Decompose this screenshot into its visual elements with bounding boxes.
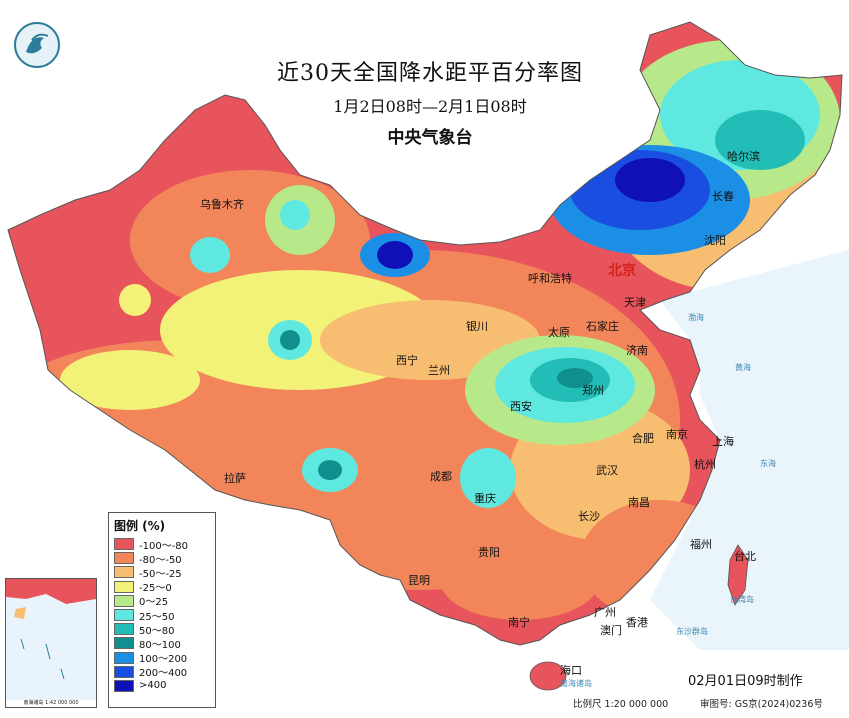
sea-label: 黄海	[735, 363, 751, 372]
legend-swatch	[114, 679, 134, 692]
sea-label: 渤海	[688, 313, 704, 322]
title-block: 近30天全国降水距平百分率图 1月2日08时—2月1日08时 中央气象台	[230, 55, 630, 148]
city-label: 上海	[712, 435, 734, 448]
inset-caption: 南海诸岛 1:42 000 000	[6, 700, 96, 707]
sea-label: 台湾岛	[730, 595, 754, 604]
sea-label: 南海诸岛	[560, 679, 592, 688]
production-date: 02月01日09时制作	[688, 674, 803, 689]
map-organization: 中央气象台	[387, 128, 473, 148]
city-label: 长沙	[578, 510, 600, 523]
legend-item: 200～400	[114, 665, 210, 679]
south-china-sea-inset: 南海诸岛 1:42 000 000	[5, 578, 97, 708]
city-label: 广州	[594, 606, 616, 619]
city-label: 合肥	[632, 432, 654, 445]
city-label: 济南	[626, 344, 648, 357]
map-scale: 比例尺 1:20 000 000	[573, 699, 669, 710]
review-number: 审图号: GS京(2024)0236号	[700, 699, 823, 710]
city-label: 呼和浩特	[528, 272, 572, 285]
map-title: 近30天全国降水距平百分率图	[277, 61, 583, 86]
legend-label: 200～400	[139, 668, 188, 680]
city-label: 昆明	[408, 574, 430, 587]
city-label: 杭州	[694, 458, 716, 471]
legend-item: -80～-50	[114, 551, 210, 566]
city-label: 成都	[430, 470, 452, 483]
city-label: 天津	[624, 296, 646, 309]
legend-swatch	[114, 665, 134, 678]
city-label: 海口	[560, 664, 582, 677]
legend-swatch	[114, 552, 134, 565]
legend-swatch	[114, 623, 134, 636]
legend-label: 25～50	[139, 611, 175, 623]
sea-label: 东海	[760, 459, 776, 468]
sea-label: 东沙群岛	[676, 627, 708, 636]
legend-swatch	[114, 651, 134, 664]
legend-swatch	[114, 594, 134, 607]
city-label: 武汉	[596, 464, 618, 477]
legend-item: -25～0	[114, 580, 210, 594]
legend-swatch	[114, 609, 134, 622]
city-label: 太原	[548, 326, 570, 339]
city-label: 澳门	[600, 624, 622, 637]
city-label: 西宁	[396, 354, 418, 367]
legend-item: -50～-25	[114, 565, 210, 580]
city-label: 兰州	[428, 364, 450, 377]
legend-swatch	[114, 580, 134, 593]
city-label: 福州	[690, 538, 712, 551]
hainan-island	[529, 661, 567, 691]
city-label: 香港	[626, 616, 648, 629]
legend-label: 100～200	[139, 654, 188, 666]
city-label: 台北	[734, 550, 756, 563]
city-label: 哈尔滨	[727, 150, 760, 163]
legend-item: >400	[114, 679, 210, 693]
cma-logo-icon	[14, 22, 60, 68]
legend-list: -100～-80 -80～-50 -50～-25 -25～0 0～25 25～50 50～8…	[114, 537, 210, 693]
legend-label: 80～100	[139, 639, 181, 651]
city-label: 南昌	[628, 496, 650, 509]
city-label: 长春	[712, 190, 734, 203]
legend-item: -100～-80	[114, 537, 210, 552]
city-label: 银川	[466, 320, 488, 333]
city-label: 北京	[608, 263, 636, 279]
legend-label: -25～0	[139, 583, 172, 595]
legend-label: 50～80	[139, 625, 175, 637]
legend-item: 80～100	[114, 636, 210, 651]
city-label: 南宁	[508, 616, 530, 629]
city-label: 贵阳	[478, 546, 500, 559]
legend: 图例 (%) -100～-80 -80～-50 -50～-25 -25～0 0～25 25…	[108, 512, 216, 708]
legend-item: 100～200	[114, 651, 210, 665]
city-label: 南京	[666, 428, 688, 441]
city-label: 拉萨	[224, 472, 246, 485]
city-label: 石家庄	[586, 320, 619, 333]
city-label: 郑州	[582, 384, 604, 397]
legend-title: 图例 (%)	[114, 519, 166, 533]
legend-label: >400	[139, 680, 167, 692]
legend-label: -50～-25	[139, 568, 182, 580]
legend-label: 0～25	[139, 597, 169, 609]
legend-label: -100～-80	[139, 540, 189, 552]
legend-swatch	[114, 637, 134, 650]
taiwan-island	[727, 544, 749, 606]
legend-item: 0～25	[114, 594, 210, 608]
city-label: 重庆	[474, 492, 496, 505]
legend-item: 50～80	[114, 622, 210, 637]
legend-item: 25～50	[114, 608, 210, 623]
city-label: 西安	[510, 400, 532, 413]
map-subtitle: 1月2日08时—2月1日08时	[333, 97, 527, 116]
city-label: 沈阳	[704, 234, 726, 247]
legend-swatch	[114, 538, 134, 551]
legend-swatch	[114, 566, 134, 579]
legend-label: -80～-50	[139, 554, 182, 566]
city-label: 乌鲁木齐	[200, 198, 244, 211]
inset-map	[6, 579, 96, 680]
